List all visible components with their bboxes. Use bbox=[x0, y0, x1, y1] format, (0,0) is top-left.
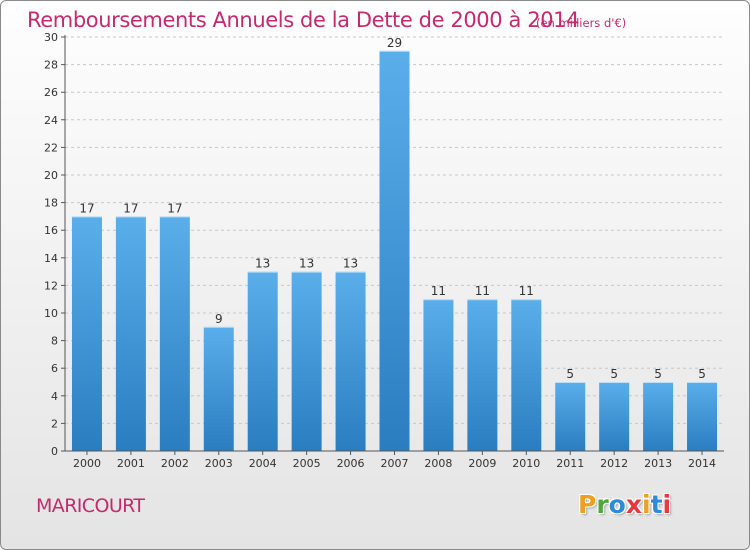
logo-letter: t bbox=[650, 490, 663, 519]
bar-2010 bbox=[511, 299, 542, 451]
logo-letter: P bbox=[578, 490, 597, 519]
bar-value-label: 17 bbox=[123, 201, 138, 215]
y-tick-label: 20 bbox=[44, 169, 58, 182]
bar-2006 bbox=[335, 271, 366, 451]
bar-value-label: 5 bbox=[566, 367, 574, 381]
x-tick-label: 2012 bbox=[600, 457, 628, 470]
bar-2013 bbox=[643, 382, 674, 451]
proxiti-logo[interactable]: Proxiti bbox=[578, 490, 671, 519]
logo-letter: r bbox=[596, 490, 609, 519]
y-tick-label: 10 bbox=[44, 307, 58, 320]
y-tick-label: 16 bbox=[44, 224, 58, 237]
x-tick-label: 2006 bbox=[337, 457, 365, 470]
bar-value-label: 5 bbox=[698, 367, 706, 381]
x-tick-label: 2010 bbox=[512, 457, 540, 470]
y-tick-label: 6 bbox=[51, 362, 58, 375]
y-tick-label: 24 bbox=[44, 114, 58, 127]
y-tick-label: 28 bbox=[44, 59, 58, 72]
bar-value-label: 29 bbox=[387, 36, 402, 50]
bar-value-label: 9 bbox=[215, 312, 223, 326]
bar-value-label: 13 bbox=[299, 257, 314, 271]
bar-value-label: 17 bbox=[167, 201, 182, 215]
logo-letter: i bbox=[662, 490, 672, 519]
x-tick-label: 2001 bbox=[117, 457, 145, 470]
x-tick-label: 2014 bbox=[688, 457, 716, 470]
logo-letter: i bbox=[642, 490, 651, 519]
y-tick-label: 18 bbox=[44, 197, 58, 210]
bar-2007 bbox=[379, 50, 410, 452]
bar-value-label: 5 bbox=[610, 367, 618, 381]
x-tick-label: 2005 bbox=[293, 457, 321, 470]
y-tick-label: 8 bbox=[51, 335, 58, 348]
bar-2001 bbox=[115, 216, 146, 451]
bar-2000 bbox=[71, 216, 102, 451]
unit-label: (en milliers d'€) bbox=[536, 16, 627, 30]
bar-2002 bbox=[159, 216, 190, 451]
bar-2014 bbox=[687, 382, 718, 451]
bar-2004 bbox=[247, 271, 278, 451]
x-tick-label: 2009 bbox=[468, 457, 496, 470]
y-tick-label: 12 bbox=[44, 279, 58, 292]
y-tick-label: 26 bbox=[44, 86, 58, 99]
x-axis-ticks: 2000 2001 2002 2003 2004 2005 2006 2007 2008 2009… bbox=[73, 451, 716, 470]
bar-2003 bbox=[203, 326, 234, 451]
x-tick-label: 2013 bbox=[644, 457, 672, 470]
x-tick-label: 2008 bbox=[424, 457, 452, 470]
commune-name: MARICOURT bbox=[36, 495, 145, 517]
bar-2009 bbox=[467, 299, 498, 451]
logo-letter: x bbox=[625, 490, 642, 519]
x-tick-label: 2007 bbox=[381, 457, 409, 470]
bar-value-label: 11 bbox=[519, 284, 534, 298]
y-tick-label: 22 bbox=[44, 141, 58, 154]
y-tick-label: 2 bbox=[51, 417, 58, 430]
bar-value-label: 5 bbox=[654, 367, 662, 381]
bar-value-label: 11 bbox=[431, 284, 446, 298]
bar-value-label: 13 bbox=[343, 257, 358, 271]
bar-2011 bbox=[555, 382, 586, 451]
y-tick-label: 30 bbox=[44, 31, 58, 44]
x-tick-label: 2011 bbox=[556, 457, 584, 470]
x-tick-label: 2004 bbox=[249, 457, 277, 470]
logo-letter: o bbox=[608, 490, 626, 519]
x-tick-label: 2003 bbox=[205, 457, 233, 470]
bar-2012 bbox=[599, 382, 630, 451]
x-tick-label: 2002 bbox=[161, 457, 189, 470]
y-tick-label: 14 bbox=[44, 252, 58, 265]
bar-2008 bbox=[423, 299, 454, 451]
bar-2005 bbox=[291, 271, 322, 451]
chart-title: Remboursements Annuels de la Dette de 20… bbox=[27, 8, 580, 32]
bar-value-label: 17 bbox=[79, 201, 94, 215]
axes bbox=[64, 35, 724, 452]
bar-value-label: 13 bbox=[255, 257, 270, 271]
bars: 17 17 17 9 13 13 13 29 11 11 11 5 5 5 5 bbox=[71, 36, 718, 452]
bar-value-label: 11 bbox=[475, 284, 490, 298]
x-tick-label: 2000 bbox=[73, 457, 101, 470]
y-tick-label: 0 bbox=[51, 445, 58, 458]
y-tick-label: 4 bbox=[51, 390, 58, 403]
